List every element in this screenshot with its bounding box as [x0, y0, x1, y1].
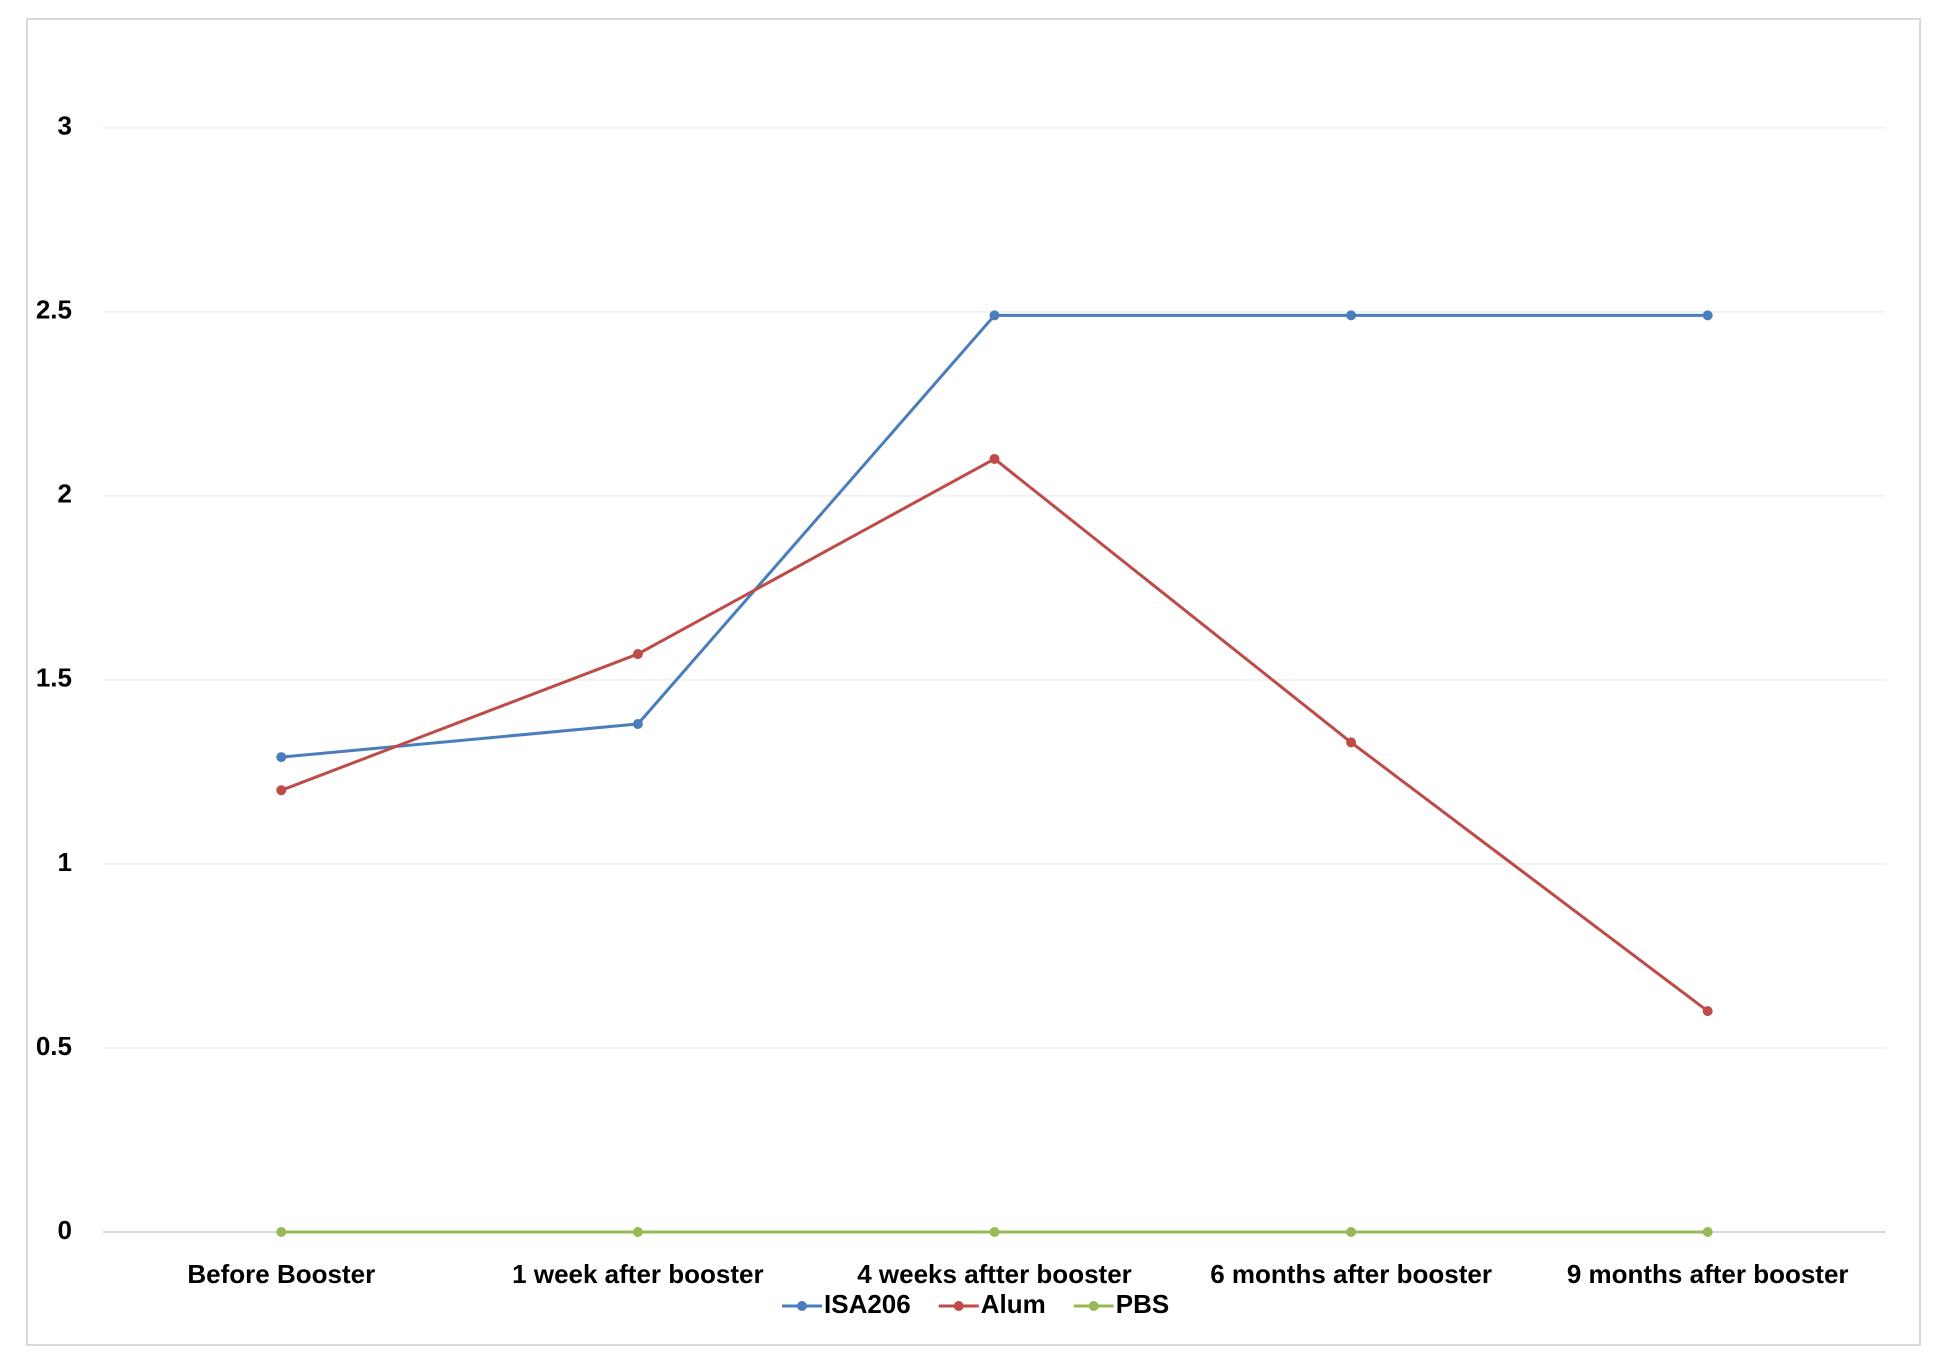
- data-point: [276, 752, 287, 763]
- legend-marker: [1088, 1301, 1099, 1311]
- data-point: [1702, 1227, 1713, 1237]
- y-tick-label: 0.5: [36, 1031, 72, 1061]
- data-point: [1346, 310, 1357, 321]
- data-point: [989, 310, 1000, 321]
- legend-label: ISA206: [824, 1289, 911, 1319]
- y-tick-label: 0: [58, 1215, 72, 1245]
- legend-label: PBS: [1116, 1289, 1169, 1319]
- chart-frame: [26, 18, 1921, 1346]
- data-point: [276, 785, 287, 796]
- legend-label: Alum: [981, 1289, 1046, 1319]
- y-tick-label: 1.5: [36, 663, 72, 693]
- y-tick-label: 3: [58, 111, 72, 141]
- x-tick-label: 6 months after booster: [1210, 1259, 1492, 1289]
- data-point: [1702, 1006, 1713, 1017]
- data-point: [632, 1227, 643, 1237]
- data-point: [1346, 737, 1357, 748]
- x-tick-label: Before Booster: [187, 1259, 375, 1289]
- legend-marker: [953, 1301, 964, 1311]
- data-point: [1702, 310, 1713, 321]
- data-point: [276, 1227, 287, 1237]
- data-point: [632, 649, 643, 660]
- data-point: [632, 718, 643, 729]
- x-tick-label: 1 week after booster: [512, 1259, 763, 1289]
- y-tick-label: 1: [58, 847, 72, 877]
- data-point: [1346, 1227, 1357, 1237]
- data-point: [989, 1227, 1000, 1237]
- x-tick-label: 4 weeks aftter booster: [857, 1259, 1132, 1289]
- legend-marker: [797, 1301, 807, 1311]
- x-tick-label: 9 months after booster: [1567, 1259, 1849, 1289]
- data-point: [989, 453, 1000, 464]
- y-tick-label: 2: [58, 479, 72, 509]
- y-tick-label: 2.5: [36, 295, 72, 325]
